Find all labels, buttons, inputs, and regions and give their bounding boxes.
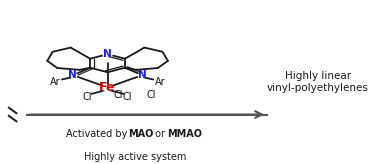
Circle shape — [102, 85, 113, 91]
Text: N: N — [68, 70, 77, 80]
Text: Cl: Cl — [123, 92, 132, 102]
Text: N: N — [138, 70, 147, 80]
Text: or: or — [152, 129, 168, 139]
Text: Ar: Ar — [50, 77, 60, 87]
Text: Activated by: Activated by — [66, 129, 130, 139]
Text: N: N — [103, 49, 112, 59]
Text: Cl: Cl — [83, 92, 92, 102]
Text: MMAO: MMAO — [167, 129, 203, 139]
Text: Highly linear
vinyl-polyethylenes: Highly linear vinyl-polyethylenes — [267, 71, 369, 93]
Text: Cl: Cl — [146, 90, 156, 100]
Text: Ar: Ar — [155, 77, 165, 87]
Text: MAO: MAO — [128, 129, 153, 139]
Text: Cl: Cl — [114, 90, 123, 100]
Text: Fe: Fe — [99, 81, 116, 94]
Circle shape — [68, 73, 77, 77]
Text: Highly active system: Highly active system — [84, 152, 186, 162]
Circle shape — [103, 52, 112, 56]
Circle shape — [138, 73, 147, 77]
